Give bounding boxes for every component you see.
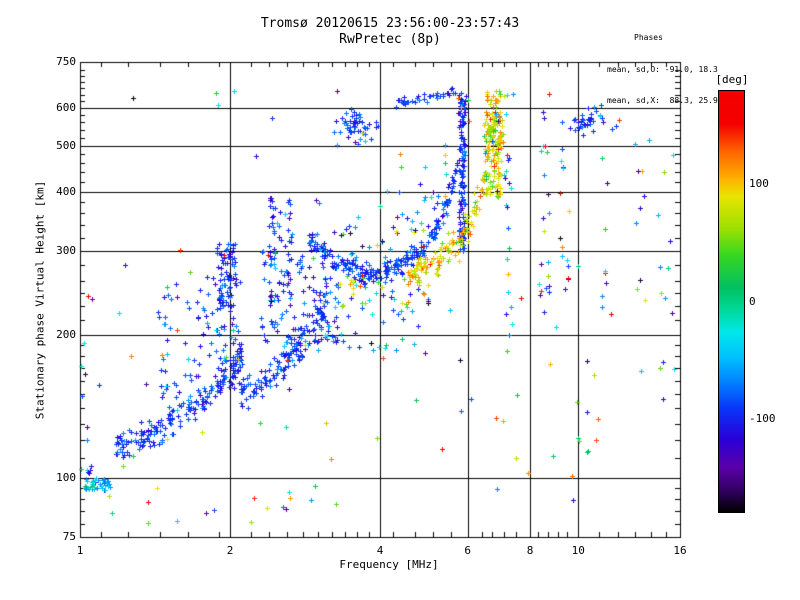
colorbar-tick-label: -100: [749, 412, 776, 425]
x-tick-label: 1: [76, 544, 84, 557]
colorbar-title: [deg]: [715, 73, 749, 86]
x-tick-label: 2: [226, 544, 234, 557]
x-axis-title: Frequency [MHz]: [339, 558, 439, 571]
y-tick-label: 75: [62, 530, 76, 543]
y-tick-label: 600: [56, 101, 76, 115]
plot-subtitle: RwPretec (8p): [339, 32, 441, 47]
x-tick-label: 16: [673, 544, 687, 557]
plot-title: Tromsø 20120615 23:56:00-23:57:43: [260, 16, 520, 31]
y-tick-label: 100: [56, 470, 76, 484]
x-tick-label: 6: [464, 544, 472, 557]
y-tick-label: 200: [56, 327, 76, 341]
y-tick-label: 400: [56, 184, 76, 198]
x-tick-label: 4: [376, 544, 384, 557]
y-tick-label: 300: [56, 244, 76, 258]
phase-stats-header: Phases: [634, 33, 663, 42]
phase-stats-x-mode: mean, sd,X: 88.3, 25.9: [607, 96, 718, 105]
y-axis-title: Stationary phase Virtual Height [km]: [33, 180, 47, 420]
y-tick-label: 750: [56, 55, 76, 68]
colorbar-tick-label: 100: [749, 177, 769, 190]
phase-stats-o-mode: mean, sd,O: -91.0, 18.3: [607, 64, 718, 74]
x-tick-label: 8: [526, 544, 534, 557]
colorbar-tick-label: 0: [749, 294, 756, 308]
x-tick-label: 10: [571, 544, 585, 557]
phase-statistics: Phases mean, sd,O: -91.0, 18.3 mean, sd,…: [607, 12, 718, 128]
phase-colorbar: [718, 90, 745, 513]
y-tick-label: 500: [56, 138, 76, 152]
